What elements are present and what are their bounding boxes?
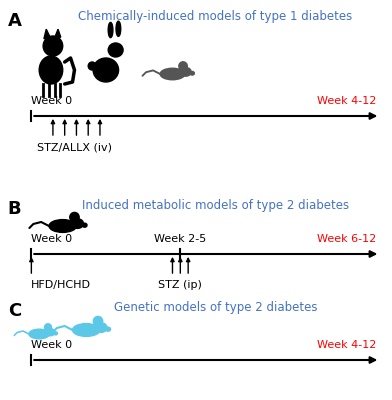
Text: STZ/ALLX (iv): STZ/ALLX (iv) bbox=[37, 142, 112, 152]
Ellipse shape bbox=[181, 68, 191, 76]
Text: B: B bbox=[8, 200, 22, 218]
Text: Week 6-12: Week 6-12 bbox=[317, 234, 376, 244]
Ellipse shape bbox=[95, 323, 107, 332]
Ellipse shape bbox=[116, 21, 121, 36]
Circle shape bbox=[70, 212, 79, 222]
Ellipse shape bbox=[190, 72, 194, 75]
Ellipse shape bbox=[82, 223, 87, 227]
Text: STZ (ip): STZ (ip) bbox=[158, 280, 202, 290]
Circle shape bbox=[43, 36, 63, 56]
Text: Chemically-induced models of type 1 diabetes: Chemically-induced models of type 1 diab… bbox=[78, 10, 353, 23]
Ellipse shape bbox=[160, 68, 185, 80]
Ellipse shape bbox=[106, 327, 111, 331]
Ellipse shape bbox=[108, 22, 113, 38]
Polygon shape bbox=[55, 29, 61, 37]
Circle shape bbox=[88, 62, 96, 70]
Text: Induced metabolic models of type 2 diabetes: Induced metabolic models of type 2 diabe… bbox=[82, 199, 349, 212]
Ellipse shape bbox=[72, 219, 83, 228]
Text: Week 4-12: Week 4-12 bbox=[317, 96, 376, 106]
Text: Week 2-5: Week 2-5 bbox=[154, 234, 207, 244]
Text: Week 0: Week 0 bbox=[31, 96, 73, 106]
Polygon shape bbox=[44, 29, 50, 39]
Ellipse shape bbox=[93, 58, 118, 82]
Circle shape bbox=[179, 62, 187, 70]
Ellipse shape bbox=[108, 43, 123, 57]
Circle shape bbox=[93, 316, 103, 326]
Text: C: C bbox=[8, 302, 21, 320]
Ellipse shape bbox=[54, 332, 58, 335]
Ellipse shape bbox=[39, 56, 63, 84]
Text: Week 0: Week 0 bbox=[31, 340, 73, 350]
Text: A: A bbox=[8, 12, 22, 30]
Ellipse shape bbox=[49, 220, 76, 232]
Text: HFD/HCHD: HFD/HCHD bbox=[31, 280, 91, 290]
Text: Week 4-12: Week 4-12 bbox=[317, 340, 376, 350]
Text: Week 0: Week 0 bbox=[31, 234, 73, 244]
Ellipse shape bbox=[46, 329, 55, 336]
Text: Genetic models of type 2 diabetes: Genetic models of type 2 diabetes bbox=[114, 301, 318, 314]
Ellipse shape bbox=[73, 324, 100, 336]
Circle shape bbox=[44, 324, 51, 331]
Ellipse shape bbox=[29, 329, 49, 339]
